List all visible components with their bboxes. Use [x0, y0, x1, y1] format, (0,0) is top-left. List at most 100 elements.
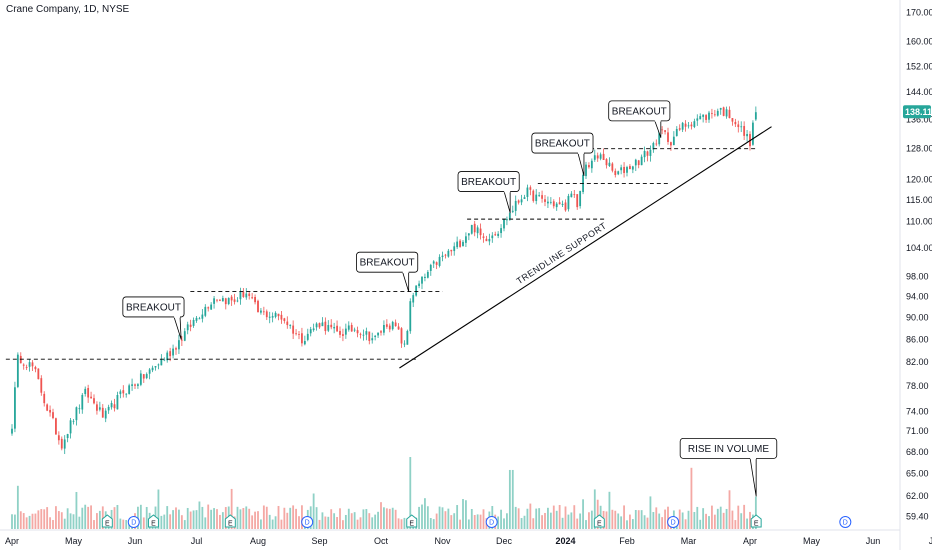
candle	[280, 311, 283, 324]
candle	[55, 417, 57, 435]
volume-bar	[711, 505, 713, 529]
dividend-event-icon[interactable]: D	[667, 516, 680, 528]
volume-bar	[40, 509, 43, 529]
volume-bar	[453, 513, 456, 529]
candle	[605, 158, 608, 169]
price-axis[interactable]: 59.40 62.00 65.00 68.00 71.00 74.00 78.00 82.00…	[899, 0, 932, 550]
volume-bar	[365, 509, 368, 529]
volume-bar	[239, 509, 242, 529]
volume-bar	[213, 508, 215, 529]
candle	[728, 106, 731, 119]
y-tick-label: 128.00	[906, 144, 932, 154]
y-tick-label: 90.00	[906, 312, 929, 322]
dividend-event-icon[interactable]: D	[301, 516, 314, 528]
volume-bar	[28, 515, 31, 529]
time-axis[interactable]: Apr May Jun Jul Aug Sep Oct Nov Dec 2024 Feb Mar Apr…	[0, 529, 932, 546]
volume-bar	[409, 457, 412, 529]
candle	[49, 405, 51, 417]
volume-bar	[579, 513, 582, 529]
candle	[708, 110, 710, 123]
candle	[145, 372, 148, 380]
callout-label: BREAKOUT	[126, 302, 181, 313]
volume-bar	[295, 508, 297, 529]
volume-bar	[344, 514, 347, 529]
volume-bar	[318, 519, 321, 529]
candle	[424, 273, 426, 282]
candle	[737, 120, 740, 133]
volume-bar	[538, 508, 541, 529]
volume-bar	[517, 508, 520, 529]
candle	[456, 236, 459, 250]
candle	[722, 106, 725, 117]
candle	[400, 327, 403, 348]
candle	[107, 404, 110, 414]
candle	[219, 299, 221, 302]
candle	[274, 311, 277, 319]
volume-bar	[564, 506, 567, 529]
y-tick-label: 104.00	[906, 243, 932, 253]
volume-bar	[19, 511, 22, 529]
earnings-event-icon[interactable]: E	[593, 514, 605, 528]
volume-bar	[34, 513, 37, 529]
candle	[336, 320, 338, 332]
volume-bar	[731, 510, 734, 529]
candle	[567, 193, 570, 212]
volume-bar	[84, 504, 87, 529]
event-type-label: D	[489, 520, 494, 527]
volume-bar	[312, 493, 315, 529]
candle	[426, 270, 429, 279]
volume-bar	[257, 511, 259, 529]
volume-bar	[459, 519, 461, 529]
x-tick-label: Aug	[250, 536, 266, 546]
event-type-label: E	[597, 521, 602, 528]
earnings-event-icon[interactable]: E	[406, 514, 418, 528]
candle	[40, 375, 43, 396]
x-tick-label: Jun	[128, 536, 143, 546]
dividend-event-icon[interactable]: D	[485, 516, 498, 528]
candle	[210, 302, 213, 310]
candle	[371, 332, 374, 344]
volume-bar	[163, 514, 166, 529]
candle	[693, 118, 696, 129]
candle	[743, 121, 746, 141]
candle	[37, 368, 40, 380]
volume-bar	[593, 489, 596, 529]
candle	[608, 157, 611, 168]
callout-label: BREAKOUT	[612, 106, 667, 117]
volume-bar	[271, 519, 274, 529]
candle	[365, 327, 368, 341]
volume-bar	[421, 504, 423, 529]
candle	[350, 322, 353, 332]
volume-bar	[350, 513, 353, 529]
y-tick-label: 65.00	[906, 468, 929, 478]
volume-bar	[681, 512, 684, 529]
earnings-event-icon[interactable]: E	[147, 514, 159, 528]
candle	[128, 383, 131, 395]
support-resistance-levels	[5, 148, 757, 360]
volume-bar	[315, 507, 318, 529]
candle	[101, 404, 104, 418]
earnings-event-icon[interactable]: E	[750, 514, 762, 528]
y-tick-label: 74.00	[906, 406, 929, 416]
volume-bar	[57, 511, 60, 529]
volume-bar	[722, 512, 725, 529]
dividend-event-icon[interactable]: D	[127, 516, 140, 528]
earnings-event-icon[interactable]: E	[224, 514, 236, 528]
earnings-event-icon[interactable]: E	[101, 514, 113, 528]
candle	[678, 124, 681, 132]
volume-bar	[66, 508, 69, 529]
breakout-callout: BREAKOUT	[457, 171, 520, 214]
x-tick-label: Jul	[191, 536, 203, 546]
candle	[157, 363, 160, 370]
x-tick-label: Dec	[496, 536, 513, 546]
volume-bar	[544, 512, 546, 529]
candle	[160, 354, 163, 366]
dividend-event-icon[interactable]: D	[839, 516, 852, 528]
last-price-label: 138.11	[905, 107, 932, 117]
candle	[734, 118, 737, 128]
candle	[511, 205, 514, 214]
candle	[356, 326, 359, 338]
candle	[221, 295, 224, 302]
